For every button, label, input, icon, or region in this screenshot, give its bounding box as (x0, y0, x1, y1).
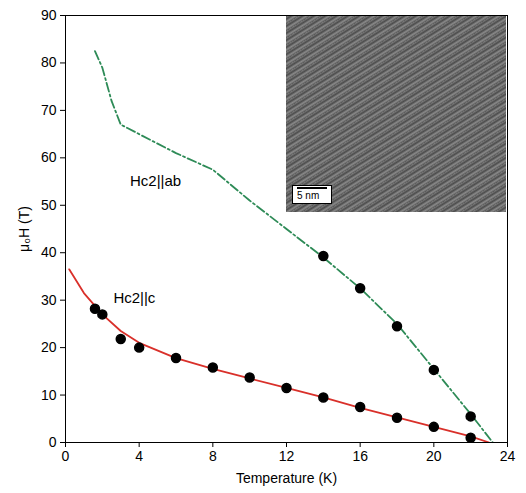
svg-text:Hc2||ab: Hc2||ab (130, 172, 181, 189)
svg-text:80: 80 (41, 54, 57, 70)
svg-text:0: 0 (49, 434, 57, 450)
svg-text:0: 0 (62, 448, 70, 464)
svg-text:μ₀H (T): μ₀H (T) (16, 206, 32, 252)
svg-text:40: 40 (41, 244, 57, 260)
svg-text:16: 16 (352, 448, 368, 464)
svg-text:12: 12 (279, 448, 295, 464)
svg-text:24: 24 (500, 448, 516, 464)
html-text:5 nm: 5 nm (297, 190, 320, 202)
svg-text:8: 8 (209, 448, 217, 464)
svg-text:60: 60 (41, 149, 57, 165)
svg-text:30: 30 (41, 292, 57, 308)
svg-text:10: 10 (41, 387, 57, 403)
svg-text:90: 90 (41, 7, 57, 23)
svg-text:20: 20 (426, 448, 442, 464)
svg-text:20: 20 (41, 339, 57, 355)
svg-text:50: 50 (41, 197, 57, 213)
svg-text:70: 70 (41, 102, 57, 118)
svg-text:Temperature (K): Temperature (K) (236, 470, 337, 486)
svg-text:Hc2||c: Hc2||c (113, 289, 155, 306)
svg-text:4: 4 (135, 448, 143, 464)
